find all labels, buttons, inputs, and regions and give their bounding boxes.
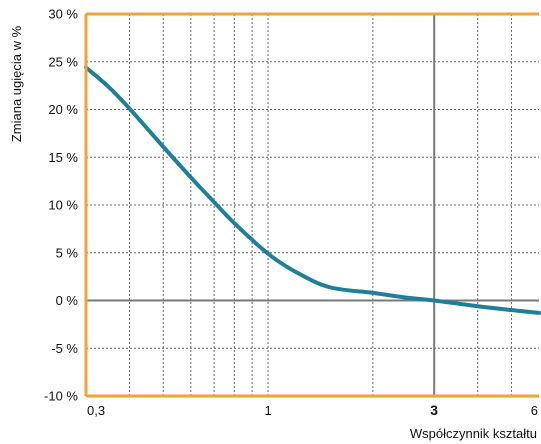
series-line (84, 65, 541, 315)
y-axis-label: Zmiana ugięcia w % (9, 25, 24, 142)
y-tick-label: -10 % (44, 389, 78, 404)
y-tick-label: 25 % (48, 54, 78, 69)
y-tick-label: -5 % (51, 341, 78, 356)
x-tick-label: 3 (430, 402, 438, 418)
tick-labels: 30 % 25 % 20 % 15 % 10 % 5 % 0 % -5 % -10 % 0,3 1 3… (44, 7, 538, 419)
x-tick-label: 6 (531, 403, 538, 418)
x-tick-label: 1 (264, 403, 271, 418)
x-tick-label: 0,3 (87, 403, 105, 418)
y-tick-label: 30 % (48, 7, 78, 22)
x-axis-label: Współczynnik kształtu (410, 426, 537, 441)
series-layer (84, 65, 541, 315)
frame-layer (84, 12, 539, 398)
y-tick-label: 0 % (56, 293, 79, 308)
y-tick-label: 20 % (48, 102, 78, 117)
reference-lines (86, 14, 539, 396)
grid-layer (86, 14, 539, 396)
y-tick-label: 10 % (48, 198, 78, 213)
y-tick-label: 5 % (56, 245, 79, 260)
y-tick-label: 15 % (48, 150, 78, 165)
